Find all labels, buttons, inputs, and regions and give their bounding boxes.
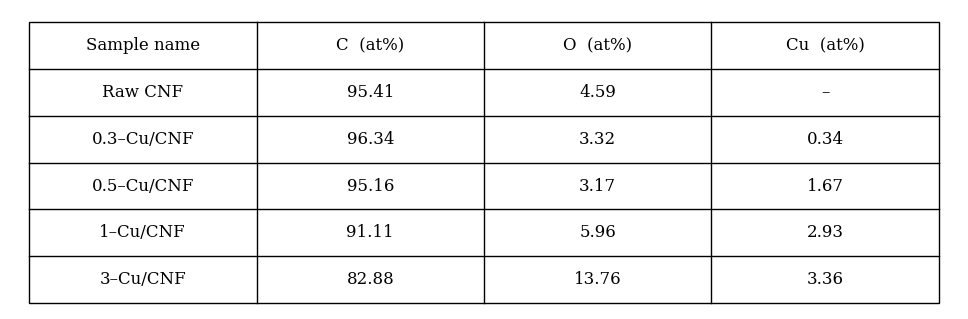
Text: 3.32: 3.32 bbox=[579, 131, 617, 148]
Text: 3.36: 3.36 bbox=[806, 271, 844, 288]
Text: O  (at%): O (at%) bbox=[563, 37, 632, 54]
Text: 2.93: 2.93 bbox=[806, 224, 844, 241]
Text: 0.34: 0.34 bbox=[806, 131, 844, 148]
Text: 13.76: 13.76 bbox=[574, 271, 621, 288]
Text: Sample name: Sample name bbox=[86, 37, 199, 54]
Text: 1.67: 1.67 bbox=[806, 178, 844, 195]
Text: 95.16: 95.16 bbox=[347, 178, 394, 195]
Text: 1–Cu/CNF: 1–Cu/CNF bbox=[100, 224, 186, 241]
Text: 95.41: 95.41 bbox=[347, 84, 394, 101]
Text: 0.3–Cu/CNF: 0.3–Cu/CNF bbox=[91, 131, 195, 148]
Text: 4.59: 4.59 bbox=[579, 84, 617, 101]
Text: Cu  (at%): Cu (at%) bbox=[786, 37, 864, 54]
Text: 5.96: 5.96 bbox=[580, 224, 616, 241]
Text: 96.34: 96.34 bbox=[347, 131, 394, 148]
Text: 0.5–Cu/CNF: 0.5–Cu/CNF bbox=[92, 178, 194, 195]
Text: Raw CNF: Raw CNF bbox=[103, 84, 183, 101]
Text: –: – bbox=[821, 84, 830, 101]
Text: 3.17: 3.17 bbox=[579, 178, 617, 195]
Text: 91.11: 91.11 bbox=[347, 224, 394, 241]
Bar bbox=[29, 22, 939, 303]
Text: 3–Cu/CNF: 3–Cu/CNF bbox=[100, 271, 186, 288]
Text: 82.88: 82.88 bbox=[347, 271, 394, 288]
Text: C  (at%): C (at%) bbox=[336, 37, 405, 54]
